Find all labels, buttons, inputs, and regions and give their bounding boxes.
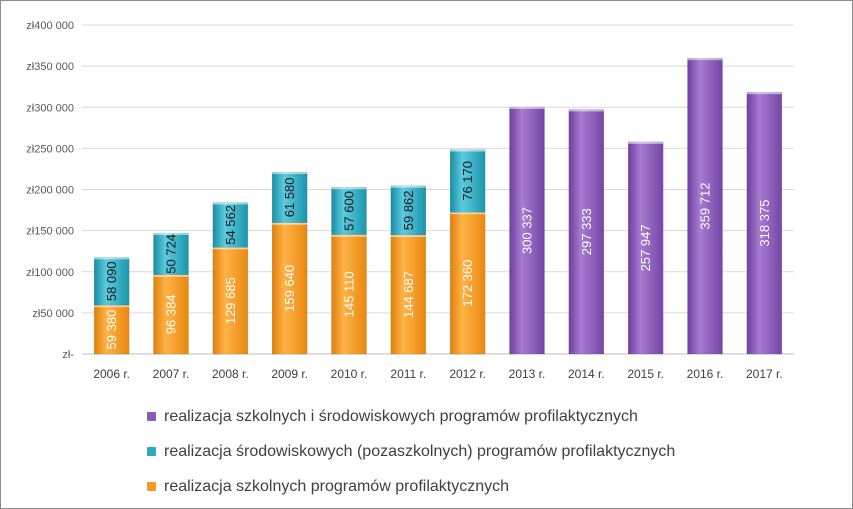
legend-item: realizacja szkolnych programów profilakt… (147, 469, 675, 504)
legend-swatch (147, 447, 156, 456)
legend-item: realizacja szkolnych i środowiskowych pr… (147, 399, 675, 434)
y-tick-label: zł50 000 (32, 308, 74, 320)
x-tick-label: 2008 r. (212, 367, 249, 381)
data-label: 59 862 (401, 190, 416, 230)
bar-segment (331, 234, 367, 355)
x-tick-label: 2016 r. (687, 367, 724, 381)
bar-segment (449, 211, 486, 355)
data-label: 61 580 (282, 177, 297, 217)
legend-item: realizacja środowiskowych (pozaszkolnych… (147, 434, 675, 469)
bar-highlight (390, 234, 426, 237)
bar-highlight (212, 202, 248, 205)
bar-highlight (450, 149, 486, 152)
legend-label: realizacja środowiskowych (pozaszkolnych… (164, 442, 676, 460)
x-tick-label: 2014 r. (568, 367, 605, 381)
y-tick-label: zł200 000 (26, 185, 74, 197)
bar-segment (449, 149, 486, 213)
x-tick-label: 2012 r. (449, 367, 486, 381)
data-label: 359 712 (698, 183, 713, 230)
bar-segment (687, 57, 723, 355)
legend-swatch (147, 412, 156, 421)
bar-highlight (331, 234, 367, 237)
bar-segment (390, 234, 427, 355)
bar-highlight (272, 222, 308, 225)
bar-highlight (687, 58, 723, 61)
stacked-bar-chart: zł-zł50 000 zł100 000 zł150 000 zł200 000 zł… (26, 20, 794, 381)
y-tick-label: zł- (62, 349, 74, 361)
x-tick-label: 2011 r. (390, 367, 426, 381)
bar-highlight (450, 212, 486, 215)
bar-segment (93, 257, 130, 306)
bar-segment (271, 171, 308, 223)
y-tick-label: zł300 000 (26, 102, 74, 114)
data-label: 145 110 (342, 271, 357, 317)
data-label: 58 090 (104, 261, 119, 301)
data-label: 59 380 (104, 310, 119, 350)
data-label: 129 685 (223, 277, 238, 324)
bar-highlight (272, 172, 308, 175)
bar-segment (390, 185, 427, 236)
bar-highlight (94, 305, 130, 308)
bar-highlight (568, 109, 604, 112)
bar-highlight (390, 185, 426, 188)
data-label: 172 360 (460, 260, 475, 307)
data-label: 96 384 (164, 294, 179, 334)
bar-segment (509, 106, 545, 355)
data-label: 57 600 (342, 191, 357, 231)
bar-highlight (153, 274, 189, 277)
bar-segment (212, 202, 249, 248)
data-label: 159 640 (282, 265, 297, 312)
data-label: 300 337 (520, 207, 535, 254)
data-label: 144 687 (401, 271, 416, 318)
data-label: 318 375 (757, 200, 772, 247)
x-tick-label: 2010 r. (331, 367, 368, 381)
data-label: 54 562 (223, 205, 238, 245)
legend-swatch (147, 482, 156, 491)
data-label: 76 170 (460, 161, 475, 201)
x-tick-label: 2009 r. (271, 367, 308, 381)
bar-segment (627, 141, 664, 355)
x-tick-label: 2007 r. (153, 367, 190, 381)
y-tick-label: zł150 000 (26, 226, 74, 238)
legend-label: realizacja szkolnych i środowiskowych pr… (164, 407, 638, 425)
chart-legend: realizacja szkolnych i środowiskowych pr… (147, 399, 675, 504)
x-tick-label: 2015 r. (627, 367, 664, 381)
y-tick-label: zł100 000 (26, 267, 74, 279)
bar-highlight (628, 141, 664, 144)
bar-highlight (331, 187, 367, 190)
bar-highlight (746, 92, 782, 95)
bar-segment (271, 222, 308, 355)
bar-highlight (153, 233, 189, 236)
x-tick-label: 2006 r. (93, 367, 130, 381)
legend-label: realizacja szkolnych programów profilakt… (164, 477, 510, 495)
x-tick-label: 2013 r. (509, 367, 546, 381)
bar-segment (568, 109, 605, 355)
bar-segment (331, 187, 367, 235)
y-tick-label: zł400 000 (26, 20, 74, 32)
data-label: 297 333 (579, 208, 594, 255)
bar-segment (746, 91, 783, 355)
data-label: 50 724 (164, 234, 179, 274)
data-label: 257 947 (638, 224, 653, 271)
y-tick-label: zł250 000 (26, 143, 74, 155)
bar-segment (93, 304, 130, 355)
y-tick-label: zł350 000 (26, 61, 74, 73)
x-tick-label: 2017 r. (746, 367, 783, 381)
bar-segment (153, 274, 189, 355)
bar-segment (153, 232, 189, 275)
bar-highlight (94, 257, 130, 260)
bar-highlight (212, 247, 248, 250)
bar-highlight (509, 106, 545, 109)
